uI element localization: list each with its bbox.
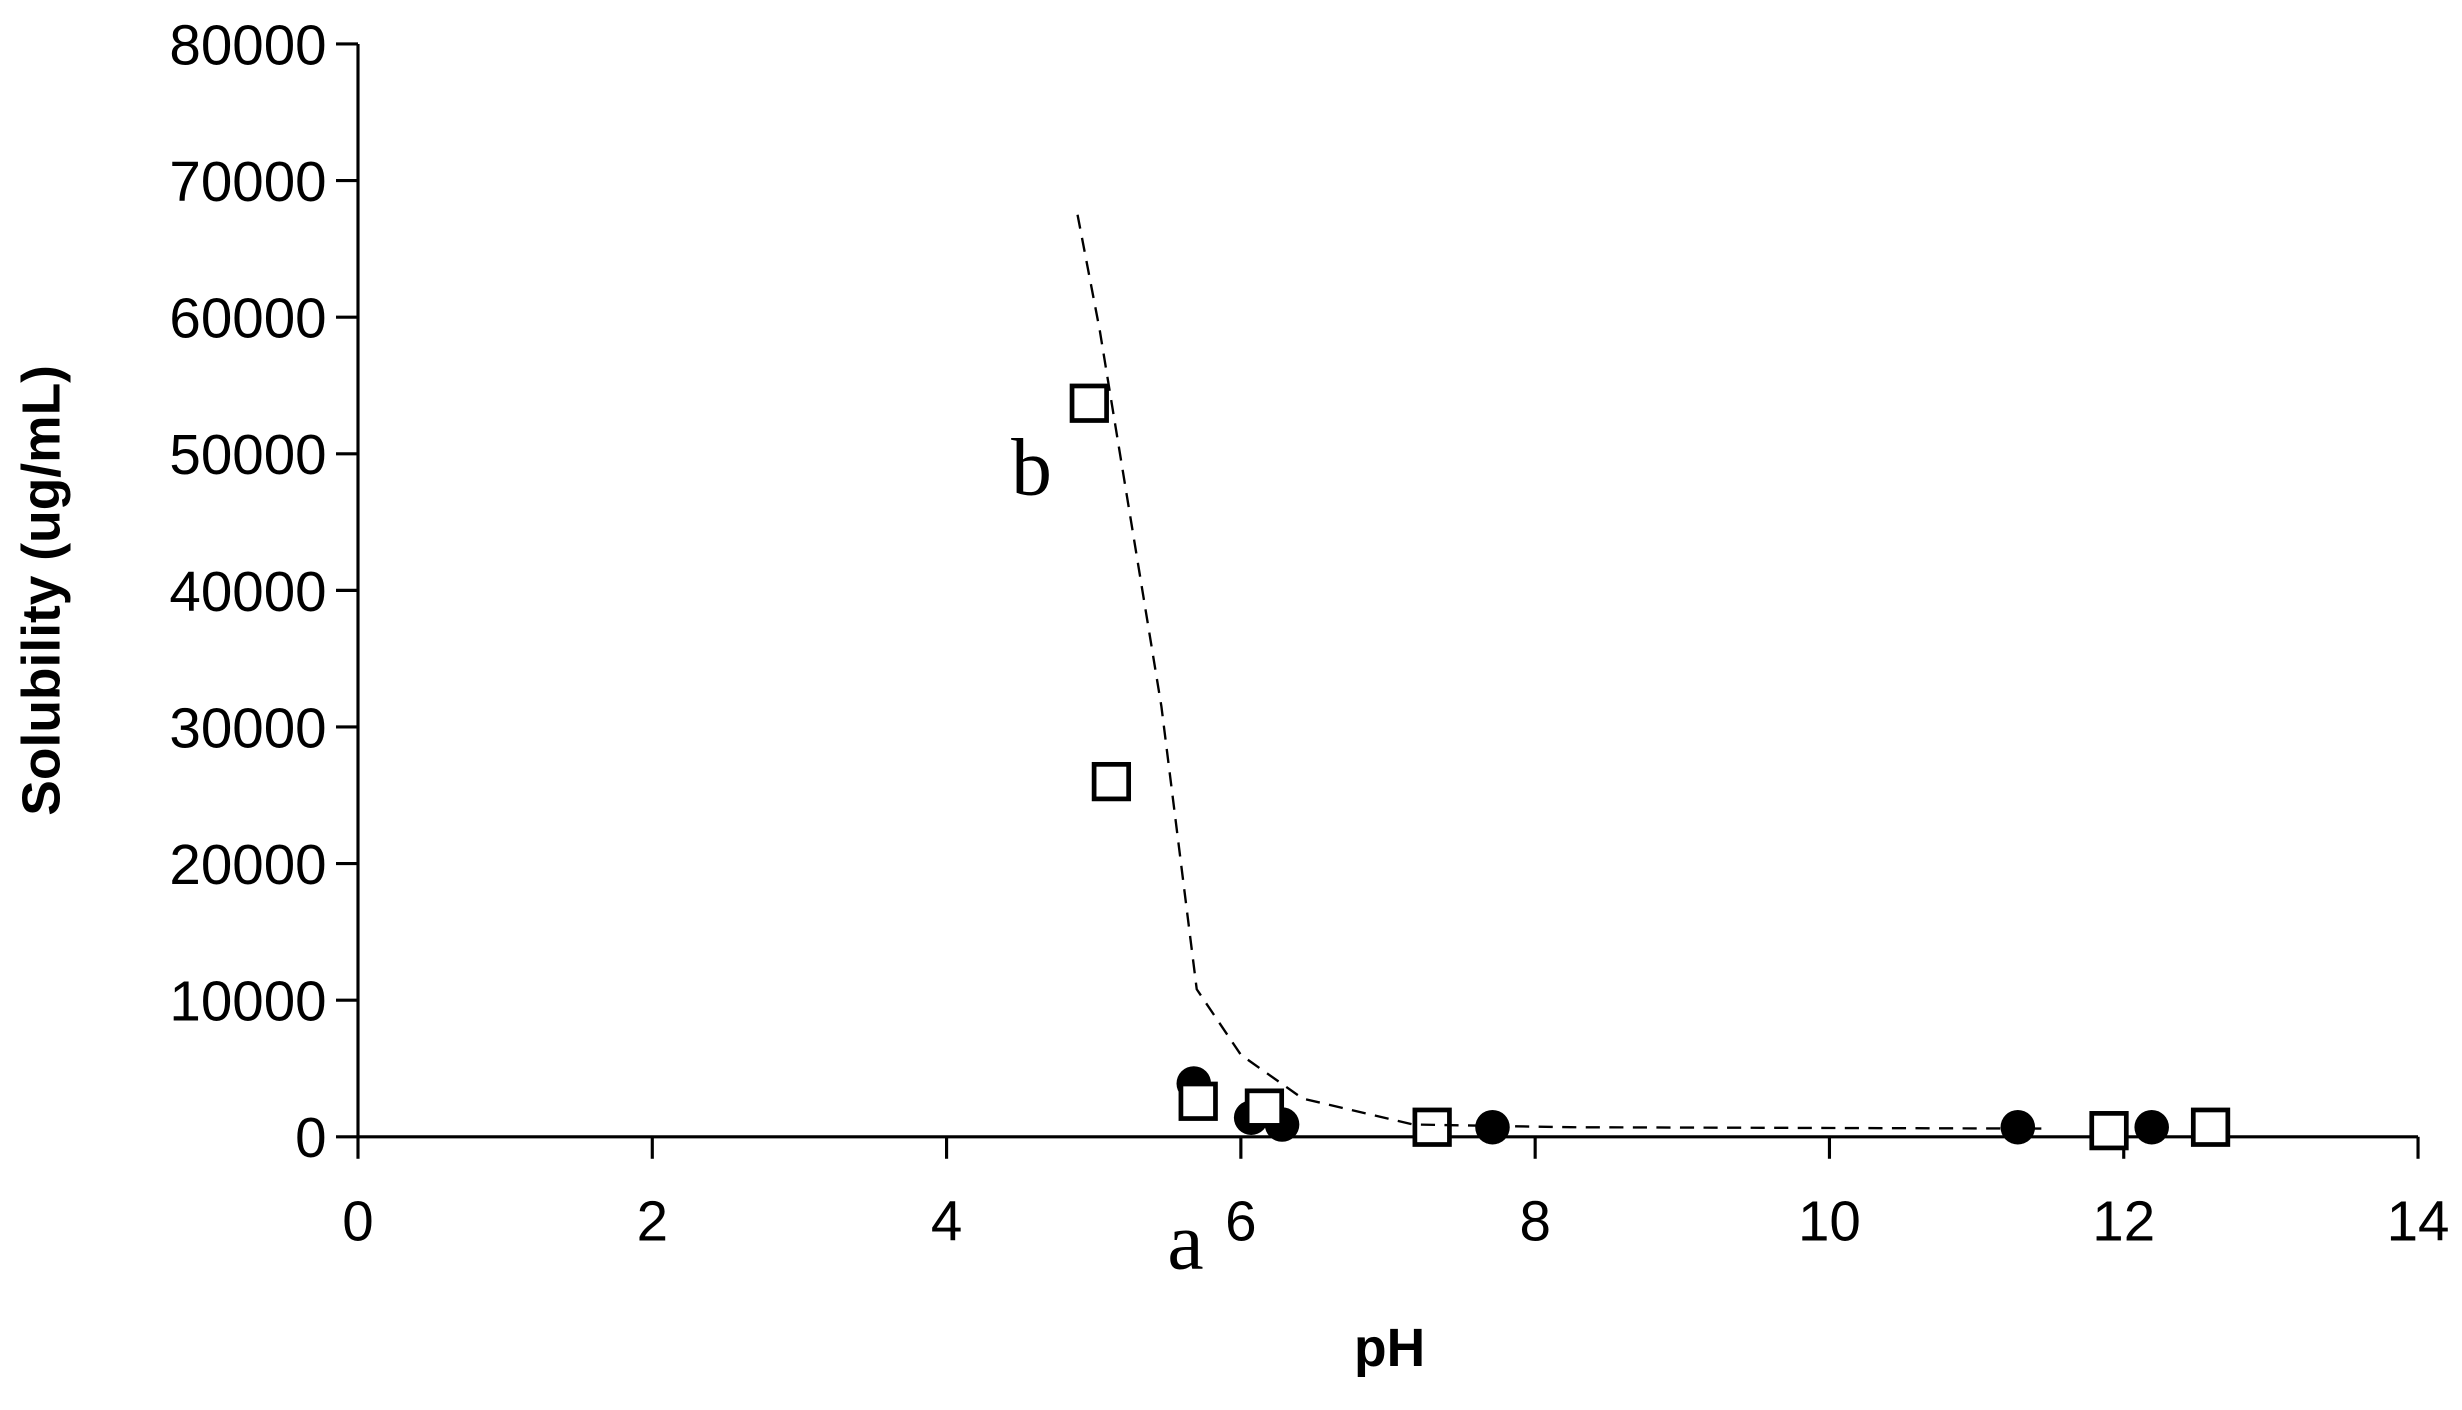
x-tick-label: 14 [2387, 1189, 2450, 1252]
y-tick-label: 10000 [169, 970, 326, 1033]
point-square [2190, 1107, 2231, 1147]
point-square [1091, 761, 1132, 802]
annotation: b [1011, 422, 1052, 513]
y-tick-label: 80000 [169, 13, 326, 76]
point-square [2089, 1111, 2129, 1151]
y-tick-label: 70000 [169, 150, 326, 213]
point-square [1178, 1081, 1218, 1121]
x-tick-label: 0 [342, 1189, 373, 1252]
annotation: a [1167, 1196, 1203, 1287]
x-tick-label: 10 [1798, 1189, 1861, 1252]
point-square [1069, 383, 1109, 423]
fit-curve [1076, 214, 2042, 1130]
point-circle [2000, 1109, 2036, 1145]
y-tick-label: 0 [295, 1106, 326, 1169]
y-axis-title: Solubility (ug/mL) [13, 365, 72, 816]
x-tick-label: 12 [2092, 1189, 2155, 1252]
x-tick-label: 2 [637, 1189, 668, 1252]
y-tick-label: 40000 [169, 560, 326, 623]
x-tick-label: 8 [1519, 1189, 1550, 1252]
y-tick-label: 30000 [169, 696, 326, 759]
x-tick-label: 4 [931, 1189, 962, 1252]
y-tick-label: 20000 [169, 833, 326, 896]
point-square [1412, 1107, 1452, 1147]
y-tick-label: 50000 [169, 423, 326, 486]
point-circle [2134, 1109, 2169, 1145]
x-axis-title: pH [1354, 1319, 1425, 1378]
point-square [1244, 1088, 1285, 1128]
point-circle [1475, 1109, 1510, 1145]
y-tick-label: 60000 [169, 287, 326, 350]
x-tick-label: 6 [1225, 1189, 1256, 1252]
